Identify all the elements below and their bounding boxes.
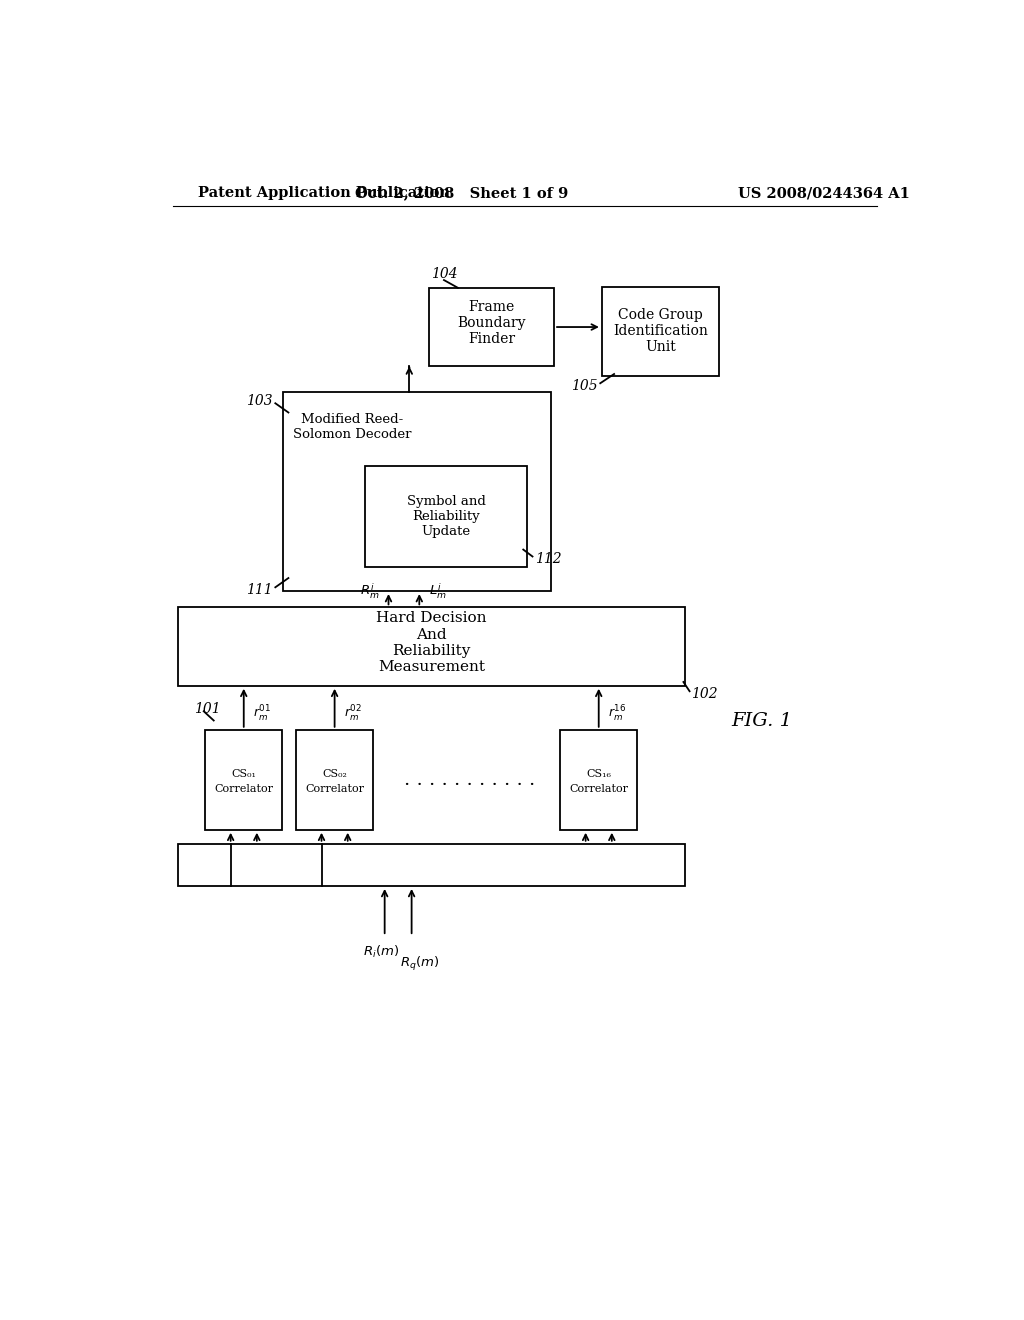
Text: 102: 102 (691, 686, 718, 701)
Bar (560, 730, 637, 830)
Text: $R^i_{m}$: $R^i_{m}$ (359, 582, 379, 601)
Text: FIG. 1: FIG. 1 (731, 711, 793, 730)
Text: $R_q(m)$: $R_q(m)$ (399, 956, 439, 973)
Text: US 2008/0244364 A1: US 2008/0244364 A1 (737, 186, 909, 201)
Text: 111: 111 (247, 582, 273, 597)
Text: $r^{02}_{m}$: $r^{02}_{m}$ (344, 705, 361, 725)
Text: Correlator: Correlator (305, 784, 365, 795)
Text: Hard Decision
And
Reliability
Measurement: Hard Decision And Reliability Measuremen… (377, 611, 486, 675)
Text: . . . . . . . . . . .: . . . . . . . . . . . (403, 771, 535, 789)
Bar (296, 730, 373, 830)
Text: $L^i_{m}$: $L^i_{m}$ (429, 582, 446, 601)
Text: CS₀₂: CS₀₂ (323, 768, 347, 779)
Text: Symbol and
Reliability
Update: Symbol and Reliability Update (407, 495, 485, 539)
Text: Patent Application Publication: Patent Application Publication (199, 186, 451, 201)
Text: CS₀₁: CS₀₁ (231, 768, 256, 779)
Text: $R_i(m)$: $R_i(m)$ (362, 944, 399, 960)
Bar (366, 466, 527, 566)
Bar (602, 286, 719, 376)
Text: CS₁₆: CS₁₆ (586, 768, 611, 779)
Text: Oct. 2, 2008   Sheet 1 of 9: Oct. 2, 2008 Sheet 1 of 9 (355, 186, 568, 201)
Text: 104: 104 (431, 267, 458, 281)
Text: Code Group
Identification
Unit: Code Group Identification Unit (613, 308, 708, 355)
Text: $r^{01}_{m}$: $r^{01}_{m}$ (253, 705, 271, 725)
Bar (178, 607, 685, 686)
Text: 112: 112 (535, 552, 561, 566)
Bar (205, 730, 283, 830)
Text: Correlator: Correlator (569, 784, 628, 795)
Bar (283, 392, 551, 591)
Text: Modified Reed-
Solomon Decoder: Modified Reed- Solomon Decoder (293, 413, 412, 441)
Text: 101: 101 (194, 702, 220, 715)
Bar (178, 843, 685, 886)
Text: 105: 105 (571, 379, 598, 392)
Text: 103: 103 (247, 393, 273, 408)
Text: $r^{16}_{m}$: $r^{16}_{m}$ (608, 705, 627, 725)
Bar (429, 288, 554, 367)
Text: Correlator: Correlator (214, 784, 273, 795)
Text: Frame
Boundary
Finder: Frame Boundary Finder (458, 300, 526, 346)
